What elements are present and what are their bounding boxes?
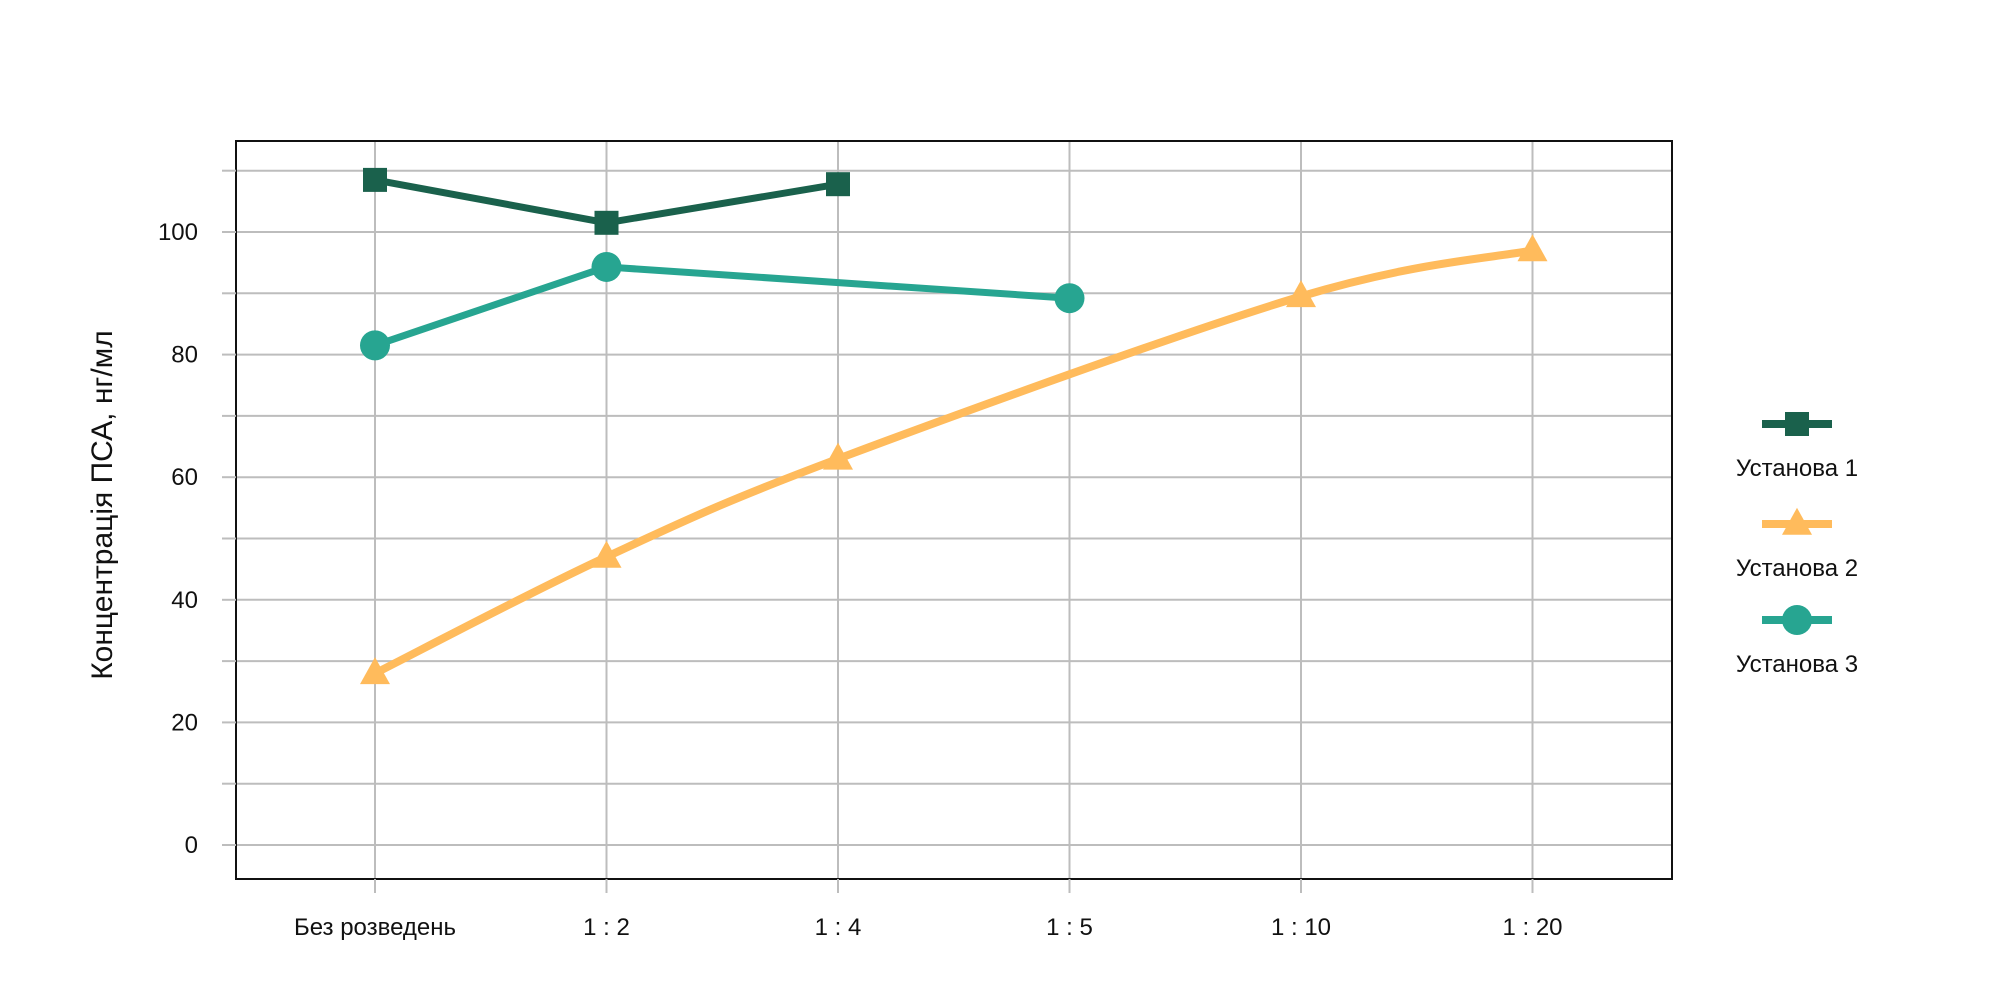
x-tick-label: 1 : 2 [583,914,630,941]
y-tick-label: 0 [185,832,198,859]
legend: Установа 1 Установа 2 Установа 3 [1736,412,1858,678]
plot-frame [235,140,1673,880]
data-point [823,442,853,470]
series-3 [360,251,1085,361]
y-axis-title: Концентрація ПСА, нг/мл [86,330,119,680]
data-point [591,251,622,282]
legend-label: Установа 3 [1736,651,1858,678]
legend-marker [1782,507,1812,535]
legend-item-3: Установа 3 [1736,605,1858,678]
series-2 [360,234,1548,685]
legend-marker [1782,605,1812,635]
x-axis-ticks: Без розведень 1 : 2 1 : 4 1 : 5 1 : 10 1 : 20 [294,879,1563,941]
data-point [1517,234,1548,262]
data-point [360,330,390,361]
y-tick-label: 60 [171,464,198,491]
data-point [1054,283,1085,314]
data-point [591,540,622,568]
x-tick-label: 1 : 4 [815,914,862,941]
y-tick-label: 40 [171,587,198,614]
data-point [1286,280,1316,308]
legend-label: Установа 2 [1736,555,1858,582]
series-line [371,263,1073,349]
data-point [594,210,619,235]
x-tick-label: 1 : 20 [1502,914,1562,941]
legend-marker [1785,412,1809,436]
y-tick-label: 80 [171,342,198,369]
legend-label: Установа 1 [1736,455,1858,482]
legend-item-2: Установа 2 [1736,507,1858,582]
x-tick-label: Без розведень [294,914,456,941]
legend-item-1: Установа 1 [1736,412,1858,482]
data-point [826,172,850,197]
grid-lines [236,141,1672,879]
x-tick-label: 1 : 10 [1271,914,1331,941]
series-line [371,246,1537,678]
y-tick-label: 20 [171,709,198,736]
series-layer [360,167,1548,685]
data-point [360,657,390,685]
y-tick-label: 100 [158,219,198,246]
data-point [363,167,387,192]
y-axis-ticks: 0 20 40 60 80 100 [158,169,236,859]
x-tick-label: 1 : 5 [1046,914,1093,941]
series-1 [363,167,850,235]
